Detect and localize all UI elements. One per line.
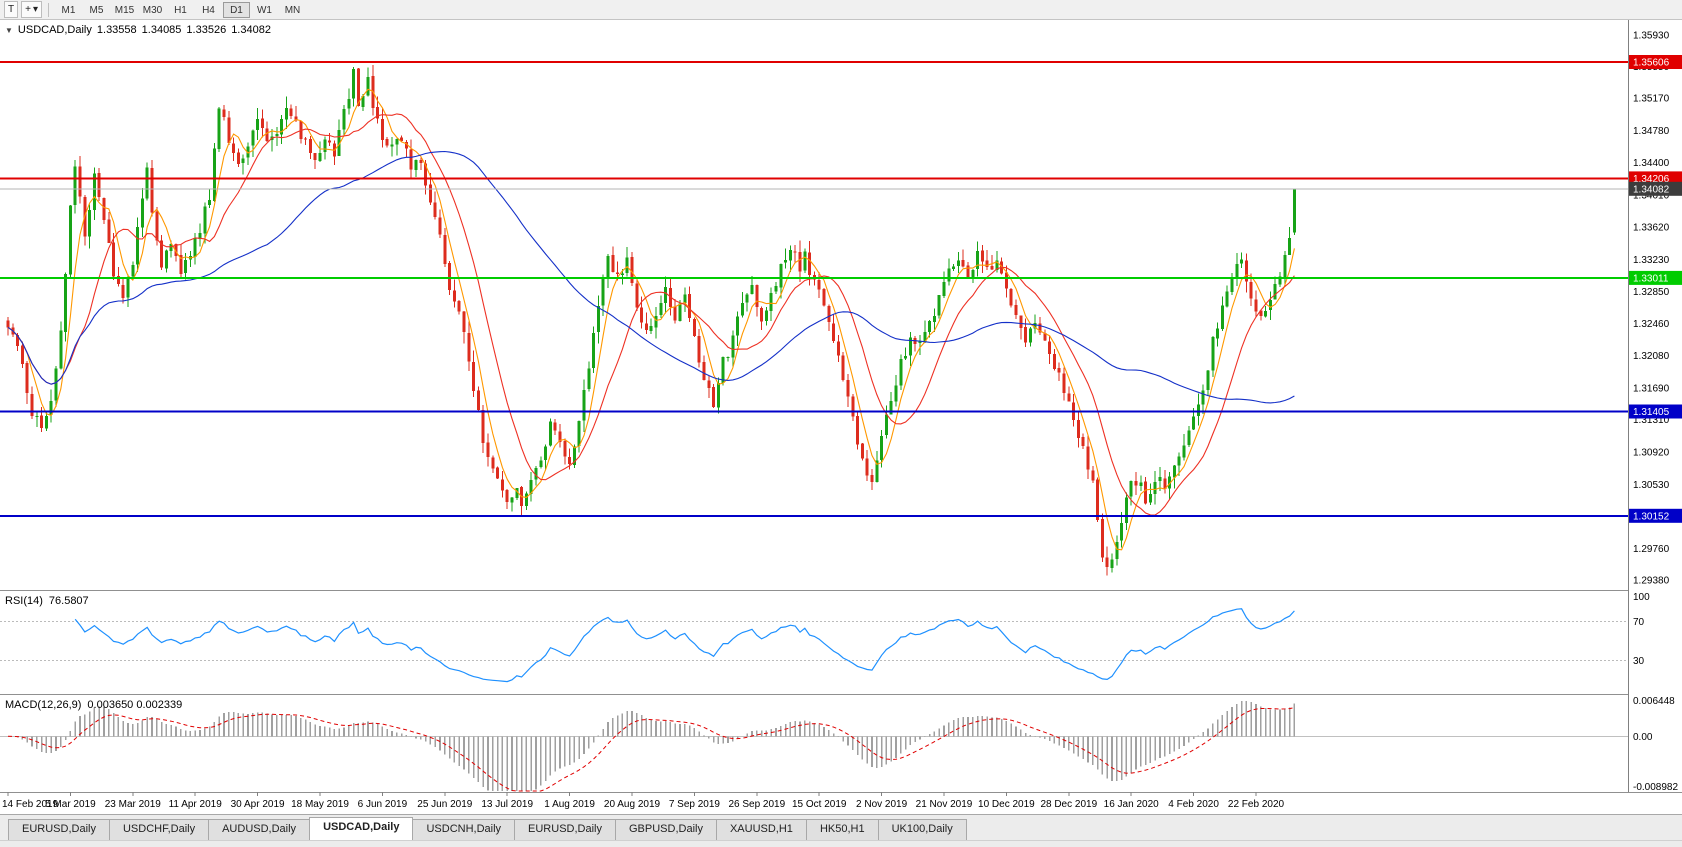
svg-text:1.33011: 1.33011: [1633, 273, 1669, 284]
price-chart[interactable]: 1.359301.355501.351701.347801.344001.340…: [0, 20, 1682, 814]
svg-text:100: 100: [1633, 592, 1650, 603]
svg-text:2 Nov 2019: 2 Nov 2019: [856, 799, 908, 810]
ohlc-high: 1.34085: [141, 24, 182, 36]
svg-text:-0.008982: -0.008982: [1633, 782, 1678, 793]
status-bar: [0, 840, 1682, 847]
chart-tabs-bar: EURUSD,Daily USDCHF,Daily AUDUSD,Daily USDC…: [0, 814, 1682, 840]
svg-text:0.006448: 0.006448: [1633, 696, 1675, 707]
rsi-value: 76.5807: [48, 595, 89, 607]
macd-indicator-label: MACD(12,26,9) 0.003650 0.002339: [5, 699, 182, 711]
collapse-triangle-icon[interactable]: ▼: [5, 25, 13, 35]
moving-averages-group: [7, 88, 1295, 551]
svg-text:14 Feb 2019: 14 Feb 2019: [2, 799, 59, 810]
timeframe-h4[interactable]: H4: [202, 4, 215, 16]
chart-template-button[interactable]: T: [4, 1, 19, 18]
ohlc-open: 1.33558: [96, 24, 137, 36]
horizontal-lines-group: [0, 61, 1628, 517]
rsi-panel-group: [0, 608, 1628, 683]
svg-text:1.34780: 1.34780: [1633, 126, 1670, 137]
svg-text:30 Apr 2019: 30 Apr 2019: [231, 799, 285, 810]
top-toolbar: T + ▾ M1 M5 M15 M30 H1 H4 D1 W1 MN: [0, 0, 1682, 20]
svg-text:20 Aug 2019: 20 Aug 2019: [604, 799, 661, 810]
svg-text:13 Jul 2019: 13 Jul 2019: [481, 799, 533, 810]
cursor-tool-dropdown[interactable]: + ▾: [21, 1, 42, 18]
timeframe-m1[interactable]: M1: [61, 4, 76, 16]
symbol-label: USDCAD,Daily: [17, 24, 92, 36]
chart-tab-1-usdchf[interactable]: USDCHF,Daily: [108, 819, 210, 840]
svg-text:10 Dec 2019: 10 Dec 2019: [978, 799, 1035, 810]
svg-text:1.35606: 1.35606: [1633, 58, 1670, 69]
chart-tab-9-uk100[interactable]: UK100,Daily: [877, 819, 967, 840]
svg-text:0.00: 0.00: [1633, 732, 1653, 743]
chart-tab-3-usdcad[interactable]: USDCAD,Daily: [309, 817, 414, 840]
price-axis-group: 1.359301.355501.351701.347801.344001.340…: [1628, 20, 1682, 793]
svg-text:25 Jun 2019: 25 Jun 2019: [417, 799, 472, 810]
svg-text:1 Aug 2019: 1 Aug 2019: [544, 799, 595, 810]
timeframe-mn[interactable]: MN: [284, 4, 301, 16]
timeframe-m30[interactable]: M30: [142, 4, 163, 16]
svg-text:4 Feb 2020: 4 Feb 2020: [1168, 799, 1219, 810]
svg-text:1.35930: 1.35930: [1633, 31, 1670, 42]
chart-tab-6-gbpusd[interactable]: GBPUSD,Daily: [615, 819, 717, 840]
chart-tab-7-xauusd[interactable]: XAUUSD,H1: [715, 819, 807, 840]
svg-text:1.29380: 1.29380: [1633, 576, 1670, 587]
crosshair-icon: +: [25, 3, 31, 15]
svg-text:11 Apr 2019: 11 Apr 2019: [169, 799, 223, 810]
svg-text:1.35170: 1.35170: [1633, 94, 1670, 105]
chevron-down-icon: ▾: [32, 3, 38, 15]
chart-tab-4-usdcnh[interactable]: USDCNH,Daily: [412, 819, 516, 840]
svg-text:26 Sep 2019: 26 Sep 2019: [728, 799, 785, 810]
svg-text:6 Jun 2019: 6 Jun 2019: [358, 799, 408, 810]
macd-panel-group: [0, 700, 1628, 792]
svg-text:1.34082: 1.34082: [1633, 184, 1670, 195]
svg-text:1.32850: 1.32850: [1633, 287, 1670, 298]
svg-text:1.30530: 1.30530: [1633, 480, 1670, 491]
chart-tab-2-audusd[interactable]: AUDUSD,Daily: [208, 819, 311, 840]
macd-values: 0.003650 0.002339: [87, 699, 183, 711]
panel-separators-group: [0, 590, 1682, 793]
svg-text:5 Mar 2019: 5 Mar 2019: [45, 799, 96, 810]
svg-text:21 Nov 2019: 21 Nov 2019: [916, 799, 973, 810]
svg-text:1.30920: 1.30920: [1633, 447, 1670, 458]
svg-text:18 May 2019: 18 May 2019: [291, 799, 349, 810]
chart-tab-5-eurusd[interactable]: EURUSD,Daily: [514, 819, 616, 840]
timeframe-group: M1 M5 M15 M30 H1 H4 D1 W1 MN: [55, 1, 306, 18]
rsi-indicator-label: RSI(14) 76.5807: [5, 595, 89, 607]
svg-text:23 Mar 2019: 23 Mar 2019: [105, 799, 162, 810]
svg-text:1.33620: 1.33620: [1633, 223, 1670, 234]
chart-window: 1.359301.355501.351701.347801.344001.340…: [0, 20, 1682, 814]
macd-name: MACD(12,26,9): [5, 699, 82, 711]
svg-text:7 Sep 2019: 7 Sep 2019: [669, 799, 721, 810]
timeframe-w1[interactable]: W1: [256, 4, 272, 16]
timeframe-d1[interactable]: D1: [222, 1, 250, 18]
svg-text:1.34400: 1.34400: [1633, 158, 1670, 169]
svg-text:1.30152: 1.30152: [1633, 511, 1670, 522]
timeframe-m5[interactable]: M5: [89, 4, 104, 16]
rsi-name: RSI(14): [5, 595, 43, 607]
svg-text:1.34206: 1.34206: [1633, 174, 1670, 185]
chart-header: ▼ USDCAD,Daily 1.33558 1.34085 1.33526 1…: [5, 24, 271, 36]
svg-text:22 Feb 2020: 22 Feb 2020: [1228, 799, 1285, 810]
svg-text:28 Dec 2019: 28 Dec 2019: [1040, 799, 1097, 810]
timeframe-m15[interactable]: M15: [114, 4, 135, 16]
svg-text:1.29760: 1.29760: [1633, 544, 1670, 555]
svg-text:1.31690: 1.31690: [1633, 383, 1670, 394]
svg-text:1.32460: 1.32460: [1633, 319, 1670, 330]
svg-text:1.31405: 1.31405: [1633, 407, 1670, 418]
ohlc-low: 1.33526: [186, 24, 227, 36]
chart-tab-8-hk50[interactable]: HK50,H1: [805, 819, 879, 840]
svg-text:70: 70: [1633, 617, 1645, 628]
ohlc-close: 1.34082: [231, 24, 271, 36]
chart-tab-0-eurusd[interactable]: EURUSD,Daily: [8, 819, 110, 840]
toolbar-separator: [47, 2, 49, 17]
svg-text:15 Oct 2019: 15 Oct 2019: [792, 799, 847, 810]
template-icon: T: [8, 3, 15, 15]
svg-text:16 Jan 2020: 16 Jan 2020: [1104, 799, 1159, 810]
svg-text:1.32080: 1.32080: [1633, 351, 1670, 362]
timeframe-h1[interactable]: H1: [174, 4, 187, 16]
svg-text:30: 30: [1633, 656, 1645, 667]
svg-text:1.31310: 1.31310: [1633, 415, 1670, 426]
svg-text:1.33230: 1.33230: [1633, 255, 1670, 266]
